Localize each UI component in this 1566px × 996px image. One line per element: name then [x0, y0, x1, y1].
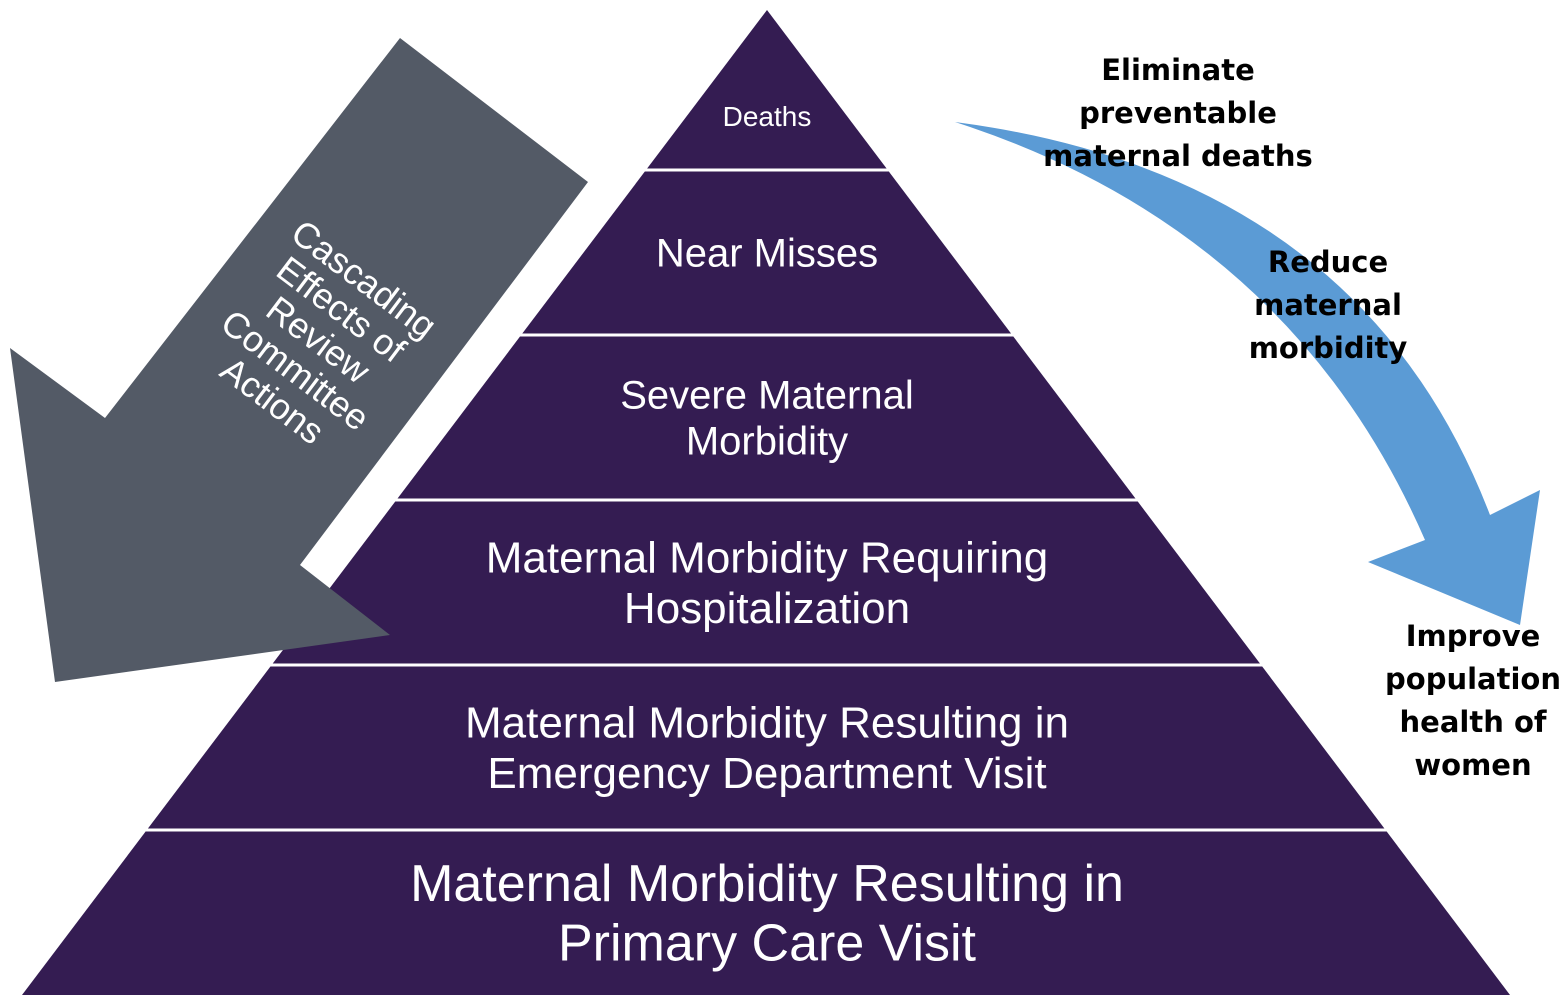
label-line: Severe Maternal: [620, 374, 913, 418]
cascade-arrow: [10, 38, 588, 682]
label-line: Deaths: [723, 101, 812, 132]
label-line: Hospitalization: [624, 584, 910, 633]
level-label: Maternal Morbidity Requiring Hospitalizat…: [486, 534, 1048, 634]
label-line: population: [1385, 662, 1561, 696]
label-line: Reduce: [1268, 245, 1388, 279]
level-label: Maternal Morbidity Resulting in Emergency…: [465, 699, 1069, 799]
outcome-label: Reduce maternal morbidity: [1249, 245, 1408, 365]
label-line: health of: [1400, 705, 1547, 739]
level-label: Severe Maternal Morbidity: [620, 374, 913, 464]
outcome-label: Improve population health of women: [1385, 619, 1561, 782]
label-line: Emergency Department Visit: [487, 749, 1046, 798]
label-line: morbidity: [1249, 331, 1408, 365]
label-line: women: [1414, 748, 1531, 782]
outcome-arrow: [955, 122, 1540, 625]
level-label: Maternal Morbidity Resulting in Primary C…: [410, 855, 1124, 973]
pyramid: [22, 10, 1510, 995]
outcome-label: Eliminate preventable maternal deaths: [1043, 53, 1313, 173]
level-label: Near Misses: [656, 232, 878, 276]
label-line: Maternal Morbidity Requiring: [486, 534, 1048, 583]
label-line: maternal: [1254, 288, 1402, 322]
label-line: Maternal Morbidity Resulting in: [465, 699, 1069, 748]
level-label: Deaths: [723, 101, 812, 132]
label-line: Near Misses: [656, 232, 878, 276]
label-line: Maternal Morbidity Resulting in: [410, 855, 1124, 913]
label-line: Primary Care Visit: [558, 915, 977, 973]
label-line: preventable: [1079, 96, 1277, 130]
label-line: Eliminate: [1101, 53, 1255, 87]
label-line: maternal deaths: [1043, 139, 1313, 173]
cascade-label: CascadingEffects ofReviewCommitteeAction…: [191, 210, 446, 469]
label-line: Morbidity: [686, 420, 848, 464]
label-line: Improve: [1406, 619, 1541, 653]
